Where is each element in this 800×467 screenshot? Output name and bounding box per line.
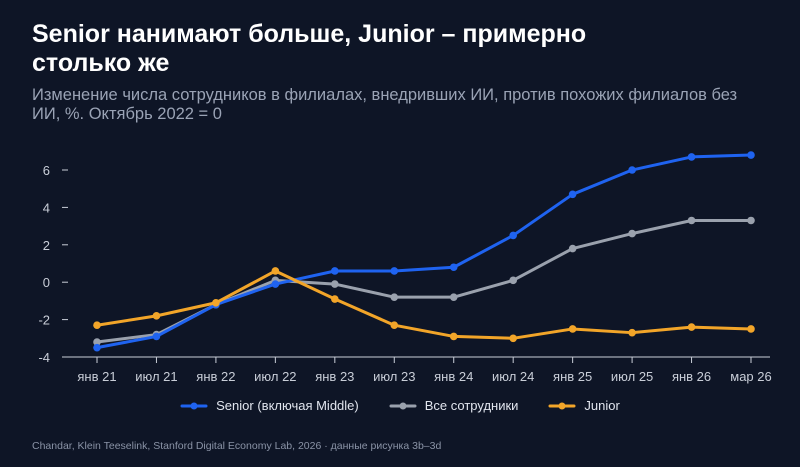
data-point [687, 323, 696, 331]
data-point [390, 321, 399, 330]
data-point [628, 229, 636, 238]
data-point [93, 321, 101, 330]
data-point [331, 280, 339, 288]
legend-label-junior: Junior [584, 398, 620, 413]
legend-label-all-employees: Все сотрудники [424, 398, 519, 413]
data-point [271, 280, 280, 288]
series-line [95, 218, 753, 344]
series-layer [93, 151, 755, 352]
data-point [568, 190, 577, 199]
legend: Senior (включая Middle) Все сотрудники J… [0, 398, 800, 413]
data-point [390, 267, 399, 275]
data-point [449, 263, 458, 272]
data-point [628, 328, 636, 337]
data-point [568, 325, 577, 333]
data-point [390, 293, 399, 301]
data-point [331, 295, 339, 303]
y-tick-label: 2 [43, 238, 50, 253]
y-tick-label: 0 [43, 275, 50, 290]
series-junior [93, 267, 755, 343]
legend-swatch-junior [548, 402, 576, 409]
data-point [271, 267, 280, 275]
x-tick-label: июл 25 [611, 369, 653, 384]
x-tick-label: янв 22 [196, 369, 235, 384]
x-tick-label: мар 26 [730, 369, 771, 384]
data-point [747, 325, 755, 333]
y-axis: -4 -2 0 2 4 6 [38, 163, 68, 365]
chart-title: Senior нанимают больше, Junior – примерн… [32, 20, 587, 77]
x-tick-label: июл 22 [254, 369, 296, 384]
series-line [95, 269, 753, 340]
series-all-employees [93, 216, 755, 346]
line-chart: -4 -2 0 2 4 6 янв 21 июл 21 янв 22 июл 22 янв 23 и… [38, 151, 772, 384]
chart-subtitle: Изменение числа сотрудников в филиалах, … [32, 86, 738, 123]
x-tick-label: июл 24 [492, 369, 534, 384]
x-axis: янв 21 июл 21 янв 22 июл 22 янв 23 июл 23 янв … [68, 356, 772, 384]
x-tick-label: янв 21 [77, 369, 116, 384]
data-point [152, 332, 161, 341]
data-point [93, 338, 101, 346]
y-tick-label: 4 [43, 200, 50, 215]
x-tick-label: янв 24 [434, 369, 473, 384]
data-point [687, 216, 696, 225]
data-point [628, 166, 636, 174]
series-line [95, 153, 753, 350]
data-point [509, 231, 517, 240]
data-point [687, 153, 696, 161]
x-tick-label: янв 23 [315, 369, 354, 384]
series-senior [93, 151, 755, 352]
x-tick-label: янв 26 [672, 369, 711, 384]
y-tick-label: -4 [38, 350, 50, 365]
data-point [747, 151, 755, 159]
legend-swatch-senior [180, 402, 208, 409]
x-tick-label: янв 25 [553, 369, 592, 384]
data-point [509, 276, 517, 285]
data-point [449, 293, 458, 301]
data-point [568, 244, 577, 253]
data-point [212, 298, 220, 307]
data-point [747, 216, 755, 225]
legend-swatch-all-employees [389, 402, 417, 409]
x-tick-label: июл 21 [135, 369, 177, 384]
legend-label-senior: Senior (включая Middle) [216, 398, 359, 413]
data-point [152, 312, 161, 320]
y-tick-label: 6 [43, 163, 50, 178]
source-note: Chandar, Klein Teeselink, Stanford Digit… [32, 440, 442, 452]
y-tick-label: -2 [38, 313, 50, 328]
data-point [449, 332, 458, 341]
data-point [93, 343, 101, 352]
legend-item-all-employees: Все сотрудники [389, 398, 519, 413]
data-point [331, 267, 339, 275]
data-point [509, 334, 517, 343]
legend-item-senior: Senior (включая Middle) [180, 398, 359, 413]
x-tick-label: июл 23 [373, 369, 415, 384]
legend-item-junior: Junior [548, 398, 620, 413]
